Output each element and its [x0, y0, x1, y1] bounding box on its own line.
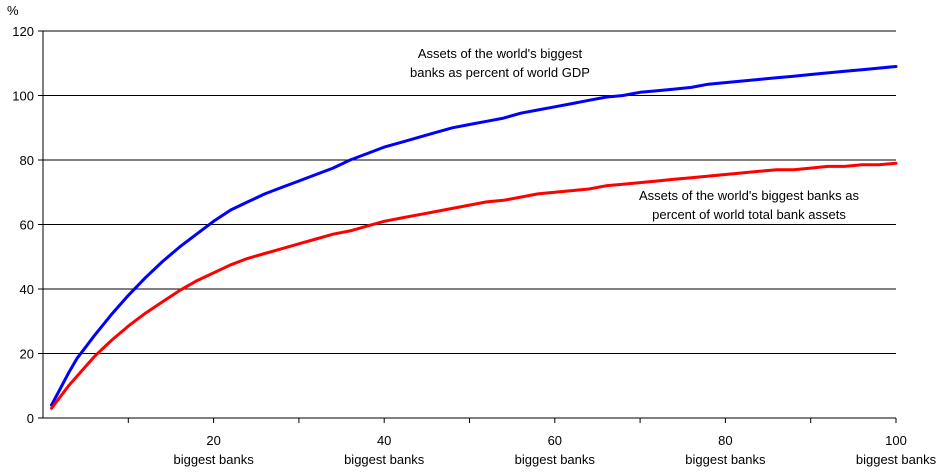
x-tick-labels: 20 biggest banks 40 biggest banks 60 biggest …	[173, 433, 936, 467]
x-tick-number: 40	[377, 433, 391, 448]
x-tick-number: 60	[548, 433, 562, 448]
series-label-bank-assets: percent of world total bank assets	[652, 207, 846, 222]
y-tick-label: 40	[20, 282, 34, 297]
y-tick-label: 100	[12, 89, 34, 104]
x-tick-number: 20	[206, 433, 220, 448]
x-tick-caption: biggest banks	[173, 452, 254, 467]
y-tick-label: 60	[20, 218, 34, 233]
series-line-gdp	[50, 65, 898, 407]
series-label-gdp: banks as percent of world GDP	[410, 65, 590, 80]
series-line-bank-assets	[50, 161, 898, 410]
x-tick-caption: biggest banks	[515, 452, 596, 467]
y-tick-label: 0	[27, 411, 34, 426]
y-unit-label: %	[7, 3, 19, 18]
y-tick-label: 120	[12, 24, 34, 39]
series-label-bank-assets: Assets of the world's biggest banks as	[639, 188, 859, 203]
x-tick-caption: biggest banks	[856, 452, 937, 467]
y-tick-label: 20	[20, 347, 34, 362]
x-tick-number: 100	[885, 433, 907, 448]
series-lines	[50, 65, 898, 410]
y-tick-label: 80	[20, 153, 34, 168]
axes	[38, 30, 897, 423]
x-tick-caption: biggest banks	[344, 452, 425, 467]
series-label-gdp: Assets of the world's biggest	[418, 46, 583, 61]
y-tick-labels: 0 20 40 60 80 100 120	[12, 24, 34, 426]
x-tick-caption: biggest banks	[685, 452, 766, 467]
x-tick-number: 80	[718, 433, 732, 448]
series-labels: Assets of the world's biggest banks as pe…	[410, 46, 859, 222]
